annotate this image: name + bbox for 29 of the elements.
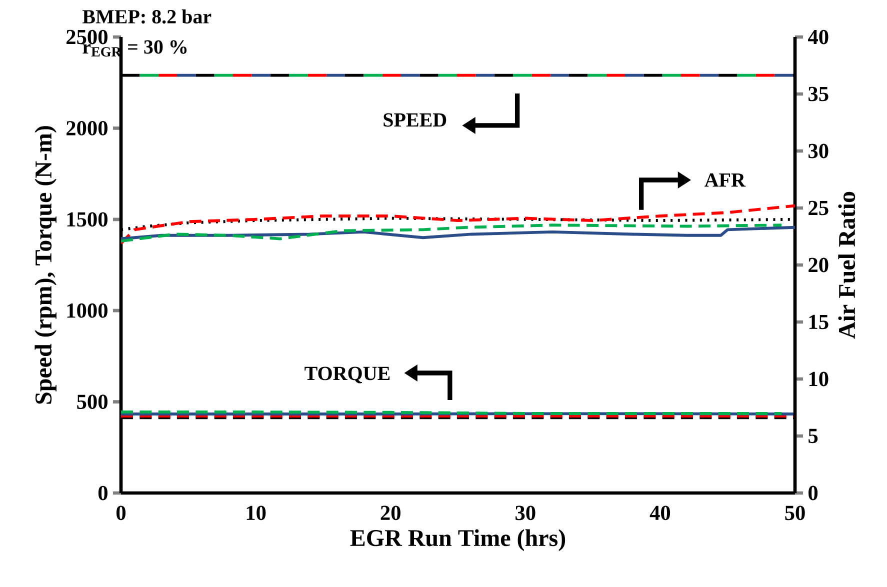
- y2-tick-label: 5: [808, 428, 818, 444]
- x-tick-label: 30: [516, 506, 536, 520]
- x-tick-label: 50: [785, 506, 805, 520]
- text: BMEP: 8.2 bar: [82, 9, 212, 24]
- y2-axis-title: Air Fuel Ratio: [838, 192, 856, 339]
- y2-tick-label: 30: [808, 144, 828, 158]
- y-tick-label: 500: [77, 394, 108, 409]
- y2-tick-label: 10: [809, 372, 828, 386]
- y2-tick-label: 0: [808, 486, 818, 500]
- x-tick-label: 20: [380, 506, 400, 520]
- annotation: TORQUE: [304, 366, 390, 384]
- annotation: SPEED: [384, 113, 446, 127]
- annotation: AFR: [704, 173, 746, 187]
- y2-tick-label: 40: [808, 30, 828, 44]
- y-tick-label: 1000: [67, 303, 108, 318]
- line-series: [121, 204, 795, 245]
- x-axis-title: EGR Run Time (hrs): [350, 529, 566, 552]
- y-axis-title: Speed (rpm), Torque (N-m): [34, 126, 56, 404]
- y2-tick-label: 25: [808, 200, 828, 216]
- line-series: [121, 224, 783, 243]
- y2-tick-label: 15: [809, 314, 828, 330]
- x-tick-label: 40: [650, 506, 670, 520]
- y-tick-label: 0: [98, 486, 108, 500]
- y-tick-label: 1500: [67, 212, 108, 227]
- y2-tick-label: 35: [808, 86, 828, 102]
- y-tick-label: 2000: [66, 121, 108, 136]
- x-tick-label: 0: [116, 506, 126, 520]
- x-tick-label: 10: [246, 506, 266, 520]
- y2-tick-label: 20: [808, 258, 828, 272]
